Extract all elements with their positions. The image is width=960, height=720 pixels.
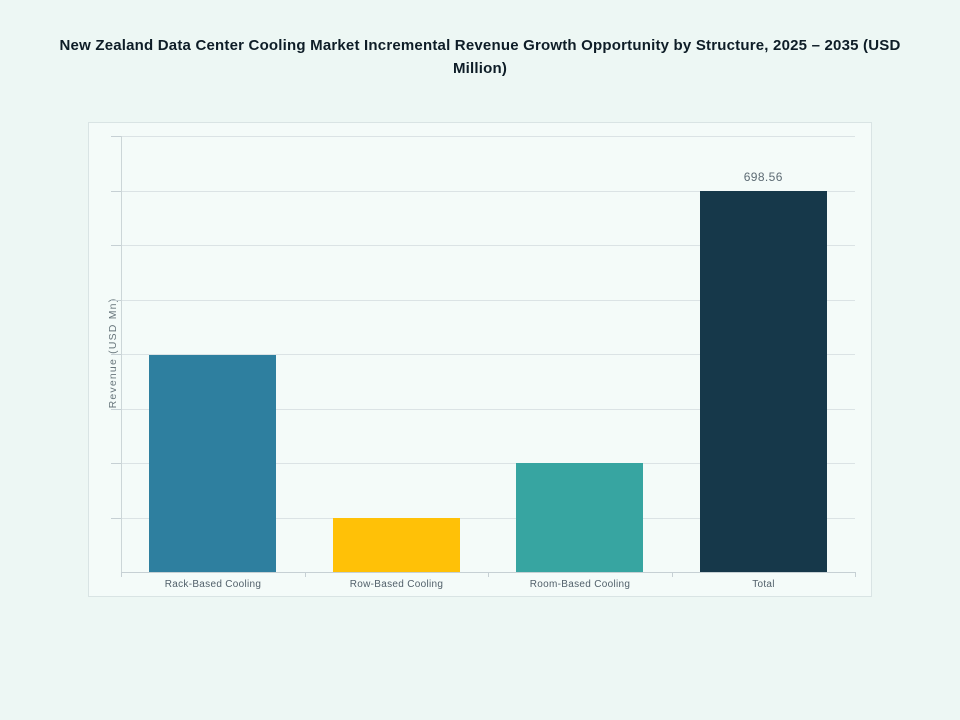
- chart-panel: Revenue (USD Mn) Rack-Based Cooling Row-B…: [88, 122, 872, 597]
- bar-total: [699, 191, 827, 572]
- y-axis-label: Revenue (USD Mn): [107, 297, 119, 409]
- y-tick: [111, 408, 121, 410]
- y-tick: [111, 245, 121, 246]
- y-tick: [111, 517, 121, 519]
- bar-row-based-cooling: [332, 517, 460, 572]
- bar-room-based-cooling: [516, 463, 644, 572]
- gridline: [121, 299, 855, 301]
- x-tick: [304, 572, 306, 577]
- x-axis-label-room-based-cooling: Room-Based Cooling: [529, 579, 631, 590]
- x-axis-label-row-based-cooling: Row-Based Cooling: [349, 579, 444, 590]
- plot-area: Revenue (USD Mn) Rack-Based Cooling Row-B…: [89, 123, 871, 596]
- x-tick: [488, 572, 489, 577]
- x-axis-label-total: Total: [752, 579, 775, 590]
- gridline: [121, 354, 855, 355]
- gridline: [121, 136, 855, 137]
- x-tick: [855, 572, 856, 577]
- bar-value-label: 698.56: [743, 170, 783, 185]
- x-tick: [121, 572, 122, 577]
- y-tick: [111, 463, 121, 464]
- gridline: [121, 190, 855, 192]
- chart-title-line2: Million): [452, 60, 508, 77]
- gridline: [121, 408, 855, 410]
- x-axis-label-rack-based-cooling: Rack-Based Cooling: [164, 579, 262, 590]
- y-tick: [111, 190, 121, 192]
- gridline: [121, 517, 855, 519]
- gridline: [121, 463, 855, 464]
- gridline: [121, 245, 855, 246]
- chart-title: New Zealand Data Center Cooling Market I…: [0, 34, 960, 80]
- y-tick: [111, 354, 121, 355]
- chart-title-line1: New Zealand Data Center Cooling Market I…: [59, 37, 901, 54]
- y-tick: [111, 299, 121, 301]
- y-axis-line: [121, 136, 122, 572]
- x-tick: [671, 572, 673, 577]
- bar-rack-based-cooling: [149, 354, 277, 572]
- y-tick: [111, 136, 121, 137]
